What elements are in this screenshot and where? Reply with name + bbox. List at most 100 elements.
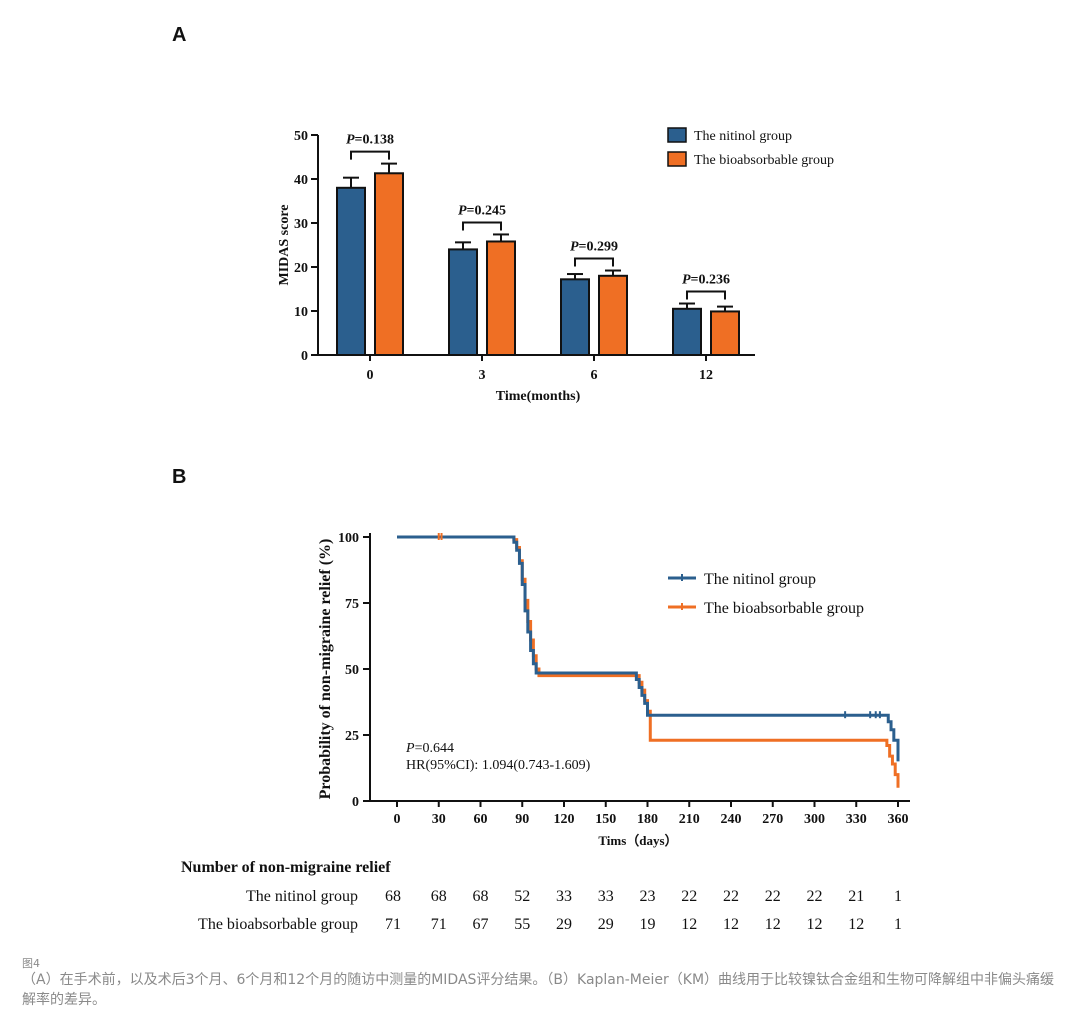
bar-x-tick-label: 0 [367,368,374,383]
risk-cell: 21 [848,888,864,905]
km-p-number: =0.644 [415,741,454,756]
significance-bracket [686,290,726,300]
bar-y-tick-label: 20 [294,261,308,276]
risk-cell: 68 [431,888,447,905]
km-x-tick-label: 300 [804,812,825,827]
km-y-tick-label: 0 [352,795,359,810]
bar-nitinol [560,278,590,357]
bar-x-tick-label: 12 [699,368,713,383]
km-x-axis-label: Tims（days） [598,833,677,848]
p-value-label: P=0.138 [346,133,394,148]
risk-cell: 22 [681,888,697,905]
km-x-tick-label: 180 [637,812,658,827]
risk-cell: 19 [640,916,656,933]
km-x-tick-label: 330 [846,812,867,827]
p-value-number: =0.138 [355,133,394,148]
risk-cell: 71 [385,916,401,933]
risk-cell: 68 [473,888,489,905]
risk-cell: 71 [431,916,447,933]
legend-swatch [667,151,687,167]
risk-cell: 12 [807,916,823,933]
bar-y-axis-label: MIDAS score [277,204,292,285]
risk-cell: 22 [807,888,823,905]
risk-cell: 33 [598,888,614,905]
km-y-tick-label: 75 [345,597,359,612]
km-x-tick-label: 0 [394,812,401,827]
km-x-tick-label: 240 [721,812,742,827]
bar-bioabsorbable [598,274,628,356]
km-x-tick-label: 120 [554,812,575,827]
risk-cell: 67 [473,916,489,933]
km-p-prefix: P [405,741,415,756]
p-value-number: =0.236 [691,273,730,288]
km-legend-label: The bioabsorbable group [704,600,864,617]
p-value-prefix: P [682,273,691,288]
km-x-tick-label: 90 [515,812,529,827]
km-survival-chart: 0 25 50 75 100 0 30 60 90 120 150 180 210 240 270 300 33… [317,531,910,848]
p-value-label: P=0.236 [682,273,730,288]
bar-x-tick-label: 6 [591,368,598,383]
significance-bracket [350,150,390,160]
km-y-tick-label: 50 [345,663,359,678]
risk-cell: 23 [640,888,656,905]
risk-table-rows: The nitinol group 68 68 68 52 33 33 23 22 22 22 22 2… [198,888,902,933]
risk-cell: 22 [723,888,739,905]
km-hazard-ratio: HR(95%CI): 1.094(0.743-1.609) [406,758,591,773]
bar-x-tick-label: 3 [479,368,486,383]
p-value-label: P=0.299 [570,240,618,255]
risk-row-label: The bioabsorbable group [198,916,358,933]
legend-label: The bioabsorbable group [694,153,834,168]
bar-bioabsorbable [486,240,516,356]
bar-x-axis-label: Time(months) [496,389,581,404]
legend-label: The nitinol group [694,129,792,144]
km-chart-legend: The nitinol group The bioabsorbable group [668,571,864,617]
bar-bioabsorbable [374,172,404,356]
bar-y-tick-label: 30 [294,217,308,232]
km-x-tick-label: 270 [762,812,783,827]
bar-nitinol [448,248,478,356]
km-y-axis-label: Probability of non-migraine relief (%) [317,539,334,800]
panel-a-label: A [172,24,187,46]
risk-cell: 12 [765,916,781,933]
bar-y-tick-label: 10 [294,305,308,320]
km-chart-axes: 0 25 50 75 100 0 30 60 90 120 150 180 210 240 270 300 33… [338,531,910,827]
risk-cell: 29 [598,916,614,933]
km-x-tick-label: 30 [432,812,446,827]
risk-cell: 52 [514,888,530,905]
figure-caption: （A）在手术前，以及术后3个月、6个月和12个月的随访中测量的MIDAS评分结果… [22,972,1055,1008]
km-x-tick-label: 150 [595,812,616,827]
p-value-prefix: P [458,203,467,218]
risk-table: Number of non-migraine relief The nitino… [181,859,902,933]
p-value-number: =0.299 [579,240,618,255]
p-value-prefix: P [570,240,579,255]
risk-cell: 29 [556,916,572,933]
km-chart-curves [397,533,900,788]
bar-bioabsorbable [710,310,740,357]
bar-chart-legend: The nitinol group The bioabsorbable group [667,127,834,168]
km-y-tick-label: 100 [338,531,359,546]
risk-cell: 12 [681,916,697,933]
bar-y-tick-label: 50 [294,129,308,144]
p-value-prefix: P [346,133,355,148]
bar-y-tick-label: 0 [301,349,308,364]
significance-bracket [462,221,502,231]
km-x-tick-label: 60 [474,812,488,827]
risk-row-label: The nitinol group [246,888,358,905]
km-y-tick-label: 25 [345,729,359,744]
risk-cell: 12 [848,916,864,933]
panel-b-label: B [172,466,187,488]
risk-cell: 1 [894,916,902,933]
risk-cell: 55 [514,916,530,933]
risk-cell: 68 [385,888,401,905]
risk-cell: 22 [765,888,781,905]
km-curve-nitinol [397,535,900,762]
km-x-tick-label: 210 [679,812,700,827]
significance-bracket [574,257,614,267]
legend-swatch [667,127,687,143]
bar-y-tick-label: 40 [294,173,308,188]
km-p-value: P=0.644 [405,741,454,756]
risk-cell: 12 [723,916,739,933]
p-value-label: P=0.245 [458,203,506,218]
